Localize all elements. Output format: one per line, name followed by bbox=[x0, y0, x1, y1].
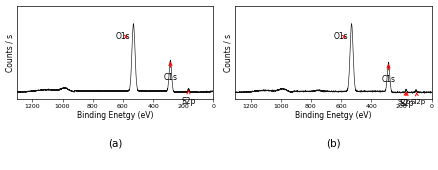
Text: S2p: S2p bbox=[397, 93, 410, 105]
Y-axis label: Counts / s: Counts / s bbox=[223, 33, 232, 72]
Text: S2p: S2p bbox=[181, 91, 195, 106]
X-axis label: Binding Enetgy (eV): Binding Enetgy (eV) bbox=[294, 111, 371, 120]
Text: (a): (a) bbox=[108, 139, 122, 149]
Text: O1s: O1s bbox=[115, 32, 130, 41]
X-axis label: Binding Enetgy (eV): Binding Enetgy (eV) bbox=[77, 111, 153, 120]
Text: Si2p: Si2p bbox=[409, 93, 424, 105]
Text: (b): (b) bbox=[325, 139, 340, 149]
Y-axis label: Counts / s: Counts / s bbox=[6, 33, 14, 72]
Text: O1s: O1s bbox=[333, 32, 347, 41]
Text: C1s: C1s bbox=[381, 65, 395, 84]
Text: S2p: S2p bbox=[399, 93, 413, 108]
Text: C1s: C1s bbox=[163, 63, 177, 82]
